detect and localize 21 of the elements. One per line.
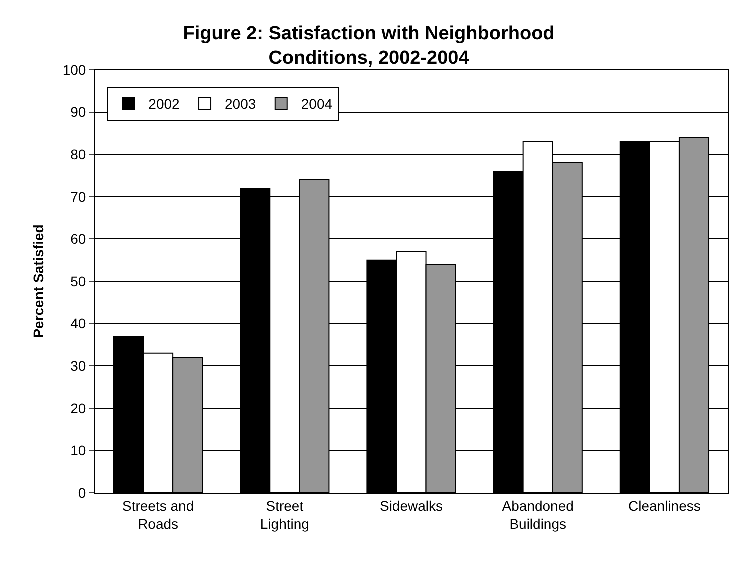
legend-label: 2004: [301, 96, 333, 112]
y-tick-label: 10: [70, 442, 86, 459]
y-tick-label: 70: [70, 188, 86, 205]
y-tick-label: 30: [70, 358, 86, 374]
y-tick-label: 50: [70, 273, 86, 290]
y-tick-label: 60: [70, 231, 86, 248]
x-tick-label: Streets and Roads: [122, 498, 194, 532]
x-tick-label: Cleanliness: [628, 498, 701, 514]
y-axis-title: Percent Satisfied: [30, 224, 46, 338]
chart-title: Figure 2: Satisfaction with Neighborhood Conditions, 2002-2004: [183, 23, 555, 70]
x-tick-label: Sidewalks: [380, 498, 444, 514]
legend-label: 2003: [225, 96, 256, 112]
y-tick-label: 20: [70, 400, 86, 416]
y-tick-label: 90: [70, 104, 86, 120]
y-tick-label: 100: [62, 62, 86, 78]
y-tick-label: 0: [78, 484, 86, 501]
y-tick-label: 40: [70, 316, 86, 332]
x-tick-label: Street Lighting: [260, 498, 310, 532]
x-tick-label: Abandoned Buildings: [502, 498, 574, 532]
y-tick-label: 80: [70, 146, 86, 162]
legend-label: 2002: [148, 96, 180, 112]
